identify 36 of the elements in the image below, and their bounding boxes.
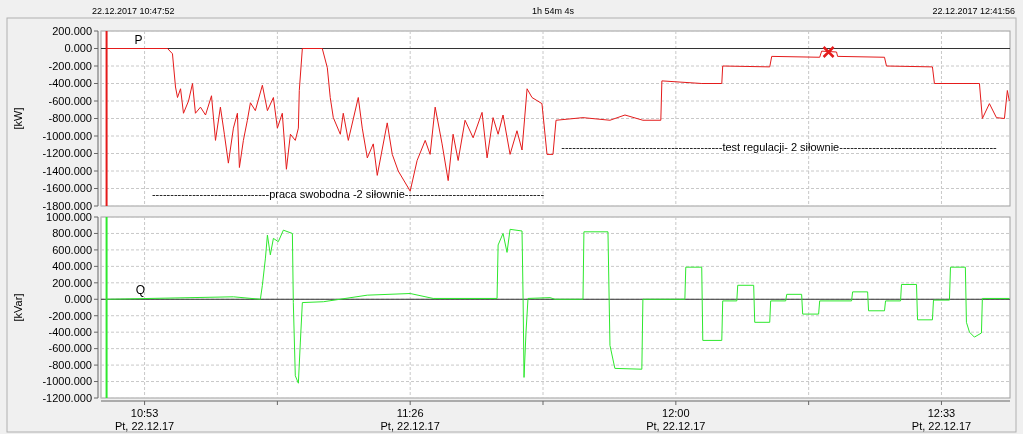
series-label: P	[134, 32, 143, 47]
y-tick-label: 0.000	[64, 293, 92, 306]
y-tick-label: 200.000	[52, 24, 92, 37]
series-label: Q	[135, 283, 145, 298]
y-tick-label: 0.000	[64, 42, 92, 55]
y-tick-label: -1000.000	[42, 129, 92, 142]
y-axis-title: [kVar]	[12, 293, 24, 322]
y-tick-label: -600.000	[48, 342, 92, 355]
y-tick-label: -400.000	[48, 326, 92, 339]
y-tick-label: -1000.000	[42, 375, 92, 388]
y-tick-label: -1800.000	[42, 199, 92, 212]
text: 22.12.2017 12:41:56	[932, 6, 1015, 16]
annotation: --------------------------------praca swobodna -2 siłownie--------------------------------------	[151, 187, 545, 200]
y-tick-label: -800.000	[48, 358, 92, 371]
text: 22.12.2017 10:47:52	[92, 6, 175, 16]
y-tick-label: -400.000	[48, 77, 92, 90]
y-tick-label: -1200.000	[42, 147, 92, 160]
x-tick-label: 12:33 Pt, 22.12.17	[911, 407, 972, 432]
y-tick-label: -1600.000	[42, 182, 92, 195]
y-tick-label: -200.000	[48, 59, 92, 72]
y-tick-label: 600.000	[52, 243, 92, 256]
y-tick-label: 1000.000	[46, 210, 92, 223]
y-tick-label: 400.000	[52, 260, 92, 273]
x-tick-label: 12:00 Pt, 22.12.17	[646, 407, 706, 432]
x-tick-label: 11:26 Pt, 22.12.17	[380, 407, 440, 432]
y-tick-label: -800.000	[48, 112, 92, 125]
x-tick-label: 10:53 Pt, 22.12.17	[114, 407, 175, 432]
y-tick-label: -600.000	[48, 94, 92, 107]
y-axis-title: [kW]	[12, 107, 24, 130]
y-tick-label: -200.000	[48, 309, 92, 322]
y-tick-label: 800.000	[52, 227, 92, 240]
y-tick-label: -1400.000	[42, 164, 92, 177]
text: 1h 54m 4s	[531, 6, 575, 16]
y-tick-label: -1200.000	[42, 391, 92, 404]
y-tick-label: 200.000	[52, 276, 92, 289]
annotation: --------------------------------------------test regulacji- 2 siłownie-------------------------------------------	[561, 140, 998, 153]
